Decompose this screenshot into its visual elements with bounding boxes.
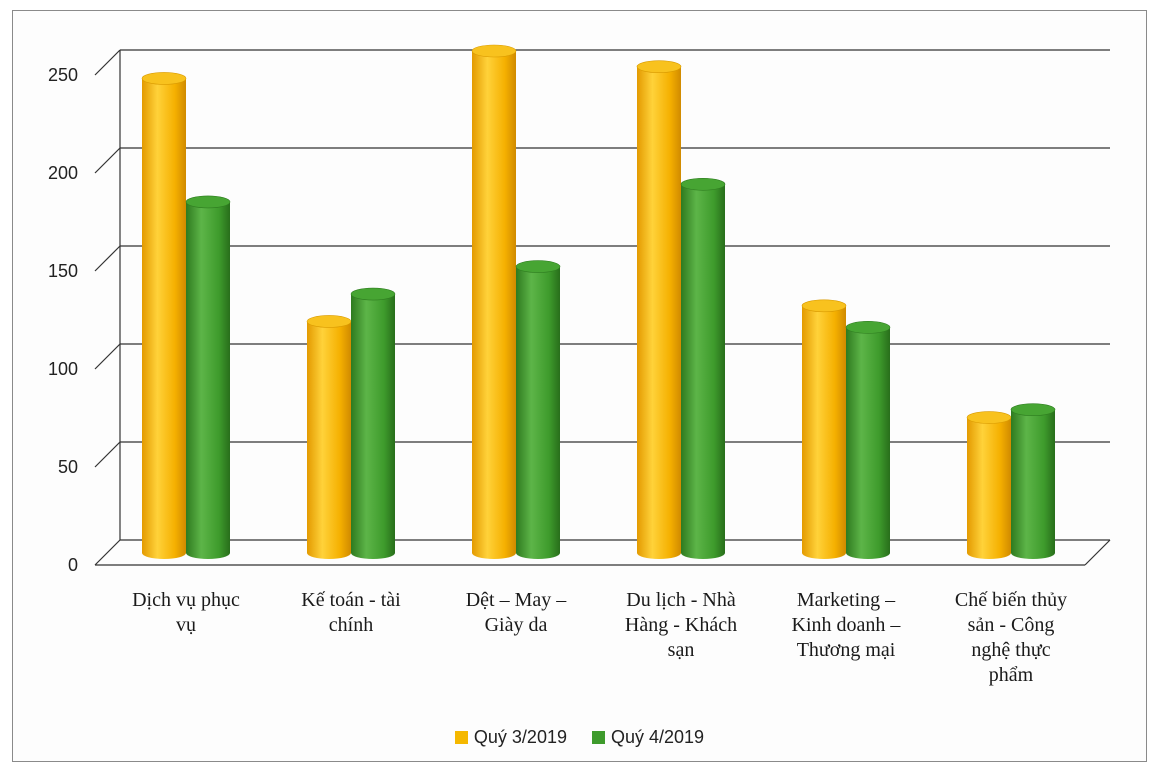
legend-label-series-1: Quý 3/2019 xyxy=(473,727,567,747)
gridline-side-100 xyxy=(94,343,121,370)
bar-q3-cat-5 xyxy=(801,299,847,559)
category-label-2: Kế toán - tài chính xyxy=(301,589,401,636)
bar-q4-cat-6 xyxy=(1010,403,1056,559)
bar-q4-cat-2 xyxy=(350,287,396,559)
bar-q4-cat-5 xyxy=(845,321,891,559)
gridline-side-0 xyxy=(94,539,121,566)
y-axis-ticks: 0 50 100 150 200 250 xyxy=(48,65,78,575)
y-tick-label: 50 xyxy=(58,457,78,477)
y-tick-label: 200 xyxy=(48,163,78,183)
category-label-6: Chế biến thủy sản - Công nghệ thực phẩm xyxy=(955,589,1067,686)
bar-q3-cat-1 xyxy=(141,72,187,559)
bar-q3-cat-6 xyxy=(966,411,1012,559)
category-label-5: Marketing – Kinh doanh – Thương mại xyxy=(792,589,902,661)
bar-q3-cat-4 xyxy=(636,60,682,560)
category-label-1: Dịch vụ phục vụ xyxy=(132,589,240,636)
legend-item-series-2: Quý 4/2019 xyxy=(592,727,704,748)
bar-q4-cat-3 xyxy=(515,260,561,559)
bar-q4-cat-4 xyxy=(680,177,726,559)
x-axis-categories: Dịch vụ phục vụ Kế toán - tài chính Dệt – Ma… xyxy=(132,589,1067,686)
bar-q4-cat-1 xyxy=(185,195,231,560)
category-label-3: Dệt – May – Giày da xyxy=(466,589,568,636)
bar-q3-cat-2 xyxy=(306,315,352,559)
gridline-side-200 xyxy=(94,147,121,174)
legend-swatch-series-2 xyxy=(592,731,605,744)
floor-right-edge xyxy=(1084,539,1111,566)
chart-floor xyxy=(95,539,1111,566)
legend-swatch-series-1 xyxy=(454,731,468,744)
gridline-side-50 xyxy=(94,441,121,468)
gridline-side-250 xyxy=(94,49,121,76)
legend-item-series-1: Quý 3/2019 xyxy=(454,727,567,748)
y-tick-label: 250 xyxy=(48,65,78,85)
y-tick-label: 100 xyxy=(48,359,78,379)
gridline-side-150 xyxy=(94,245,121,272)
y-tick-label: 150 xyxy=(48,261,78,281)
legend-label-series-2: Quý 4/2019 xyxy=(611,727,705,747)
category-label-4: Du lịch - Nhà Hàng - Khách sạn xyxy=(625,589,737,661)
gridlines xyxy=(94,49,1110,566)
chart-canvas: 0 50 100 150 200 250 Dịch vụ phục vụ Kế toán - … xyxy=(48,44,1111,686)
y-tick-label: 0 xyxy=(68,555,78,575)
legend: Quý 3/2019 Quý 4/2019 xyxy=(0,727,1159,749)
bars xyxy=(141,44,1056,560)
bar-q3-cat-3 xyxy=(471,44,517,559)
